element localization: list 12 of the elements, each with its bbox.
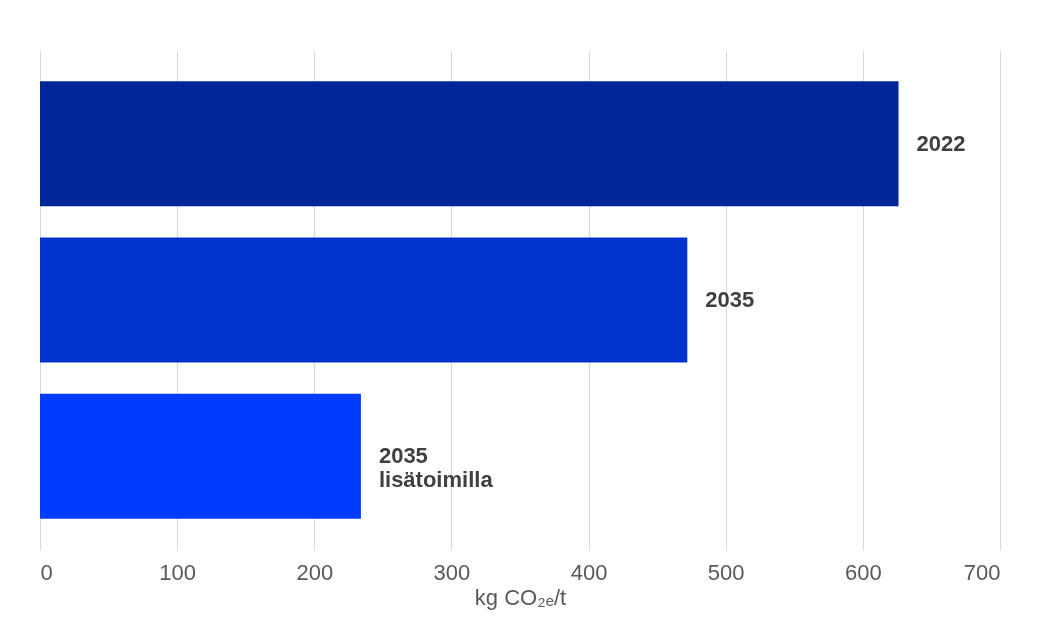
x-tick-label: 600 [845, 559, 882, 585]
y-tick-label: 2035 lisätoimilla [378, 443, 494, 493]
x-tick-label: 400 [570, 559, 608, 585]
x-tick-label: 700 [963, 559, 1001, 585]
x-tick-label: 300 [433, 559, 471, 585]
x-axis-title: kg CO₂ₑ/t [474, 584, 567, 610]
y-tick-label: 2035 [705, 287, 755, 312]
y-tick-label: 2022 [916, 130, 966, 156]
x-tick-label: 100 [159, 559, 196, 585]
x-tick-label: 0 [40, 559, 53, 585]
x-tick-label: 500 [707, 559, 745, 585]
x-tick-label: 200 [296, 559, 334, 585]
